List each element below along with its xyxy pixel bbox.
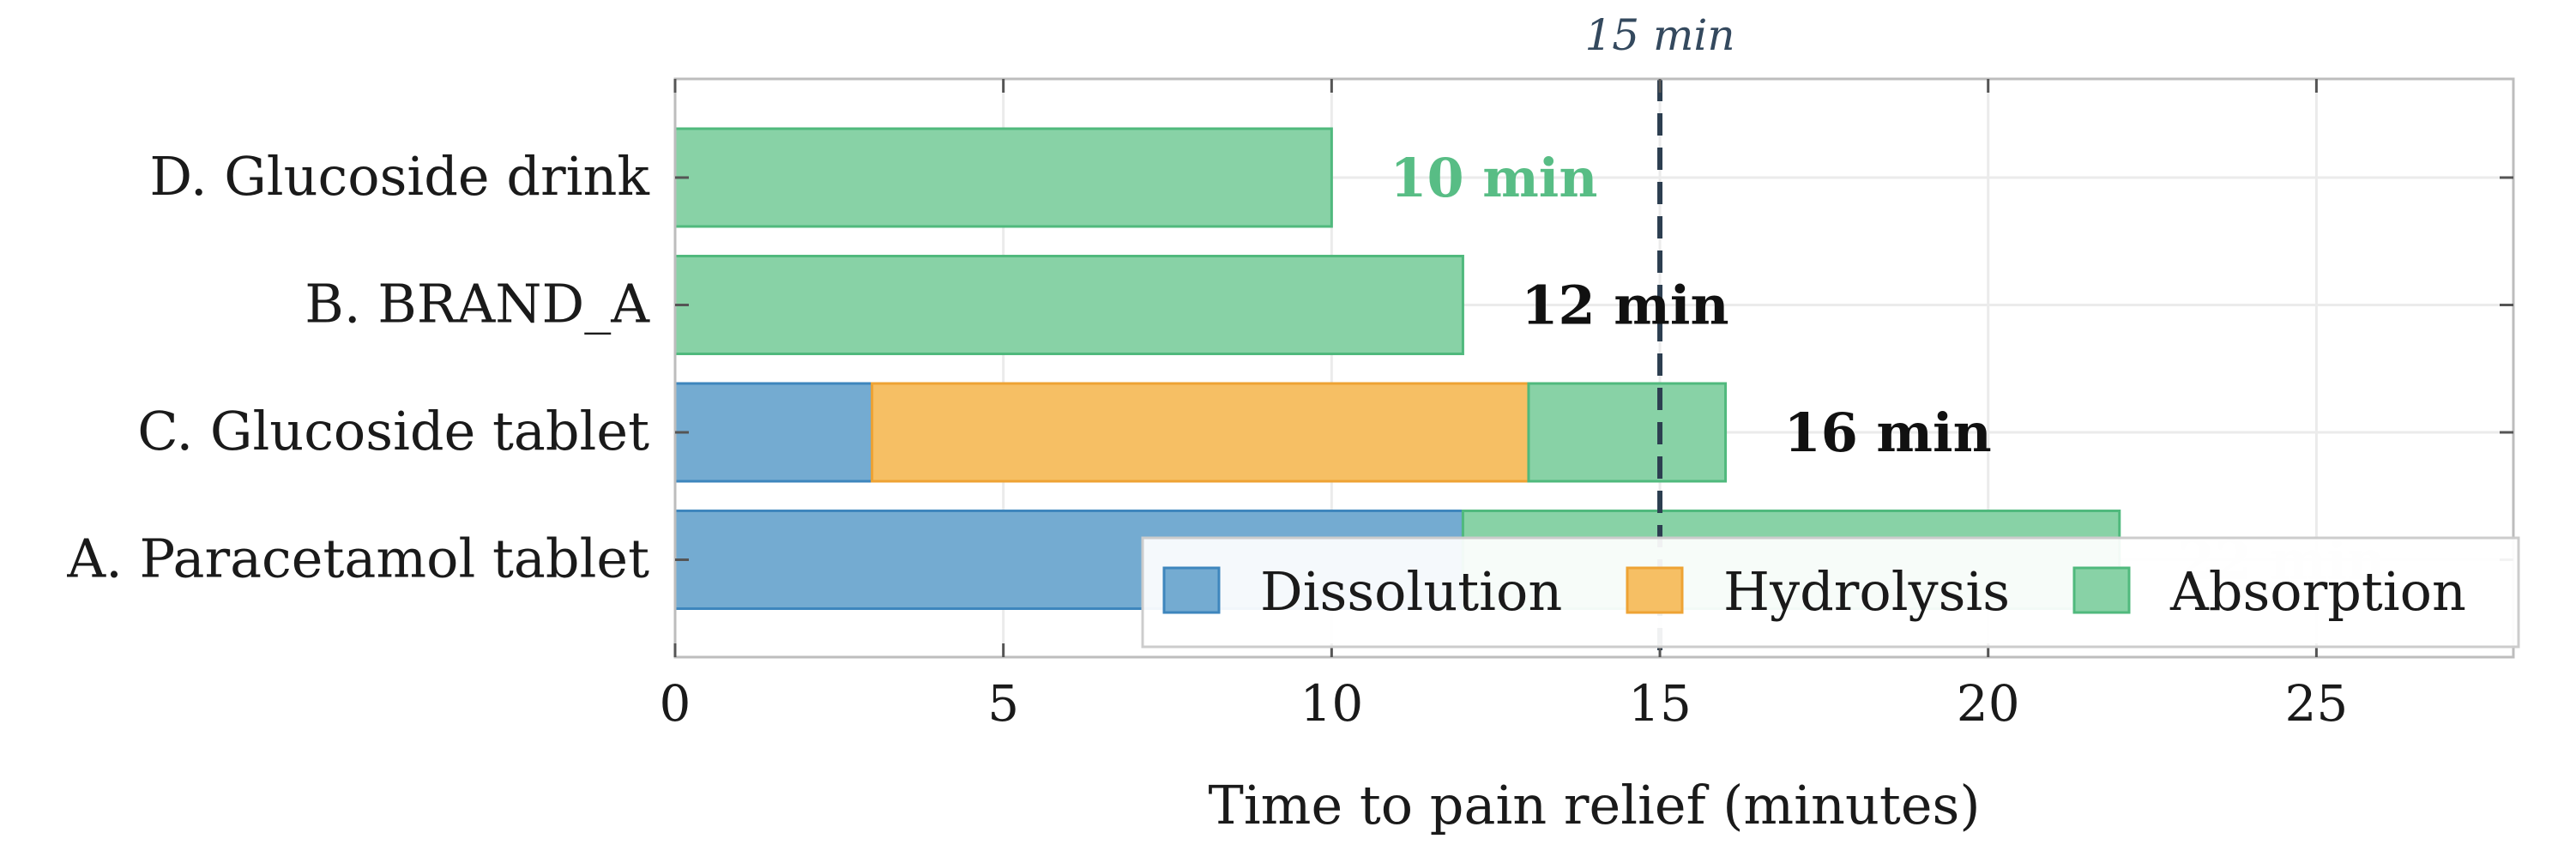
- bar-dissolution-1: [673, 382, 874, 483]
- legend-label-absorption: Absorption: [2169, 560, 2466, 623]
- category-label: D. Glucoside drink: [149, 145, 649, 208]
- legend-swatch-dissolution: [1162, 566, 1221, 614]
- x-tick-label: 5: [987, 674, 1019, 733]
- x-axis-label: Time to pain relief (minutes): [1208, 774, 1980, 836]
- x-tick-label: 25: [2284, 674, 2348, 733]
- bar-absorption-1: [1527, 382, 1728, 483]
- legend-swatch-absorption: [2072, 566, 2131, 614]
- x-tick-label: 10: [1300, 674, 1363, 733]
- total-label-1: 16 min: [1784, 401, 1992, 464]
- plot-frame: [673, 77, 2515, 659]
- total-label-2: 12 min: [1521, 275, 1728, 337]
- x-tick-label: 15: [1628, 674, 1692, 733]
- bar-absorption-2: [673, 255, 1464, 355]
- bar-absorption-3: [673, 127, 1333, 228]
- legend: Dissolution Hydrolysis Absorption: [1141, 536, 2520, 649]
- legend-label-hydrolysis: Hydrolysis: [1723, 560, 2010, 623]
- bar-hydrolysis-1: [871, 382, 1530, 483]
- legend-swatch-hydrolysis: [1626, 566, 1684, 614]
- category-label: B. BRAND_A: [305, 273, 650, 335]
- legend-box: [1141, 536, 2520, 649]
- category-label: A. Paracetamol tablet: [66, 528, 649, 590]
- reference-line-label: 15 min: [1584, 10, 1734, 60]
- legend-label-dissolution: Dissolution: [1260, 560, 1562, 623]
- category-labels: A. Paracetamol tablet C. Glucoside tablet…: [66, 145, 650, 590]
- category-label: C. Glucoside tablet: [137, 400, 649, 462]
- x-tick-label: 0: [660, 674, 691, 733]
- total-label-3: 10 min: [1390, 147, 1597, 209]
- x-tick-label: 20: [1957, 674, 2020, 733]
- axis-ticks: 0 5 10 15 20 25: [660, 79, 2513, 733]
